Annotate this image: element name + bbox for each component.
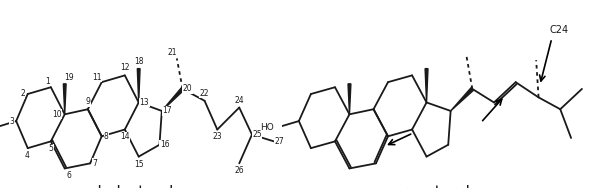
Text: 10: 10 xyxy=(52,110,61,119)
Text: ergosterol: ergosterol xyxy=(392,185,470,188)
Text: 8: 8 xyxy=(104,132,109,141)
Text: 14: 14 xyxy=(120,133,130,142)
Text: 5: 5 xyxy=(49,144,53,153)
Text: 4: 4 xyxy=(24,151,29,160)
Text: 12: 12 xyxy=(120,63,130,72)
Polygon shape xyxy=(162,87,184,111)
Text: 16: 16 xyxy=(160,140,169,149)
Text: 11: 11 xyxy=(92,73,102,82)
Text: 17: 17 xyxy=(162,106,172,115)
Text: 27: 27 xyxy=(274,137,284,146)
Text: 23: 23 xyxy=(212,133,222,142)
Text: 13: 13 xyxy=(140,98,149,107)
Polygon shape xyxy=(137,69,140,102)
Text: C24: C24 xyxy=(550,25,569,35)
Text: 20: 20 xyxy=(183,84,193,93)
Text: 7: 7 xyxy=(92,159,97,168)
Polygon shape xyxy=(348,84,351,114)
Text: 9: 9 xyxy=(85,97,90,106)
Text: 3: 3 xyxy=(10,117,14,126)
Text: 24: 24 xyxy=(235,96,244,105)
Text: cholesterol: cholesterol xyxy=(89,185,174,188)
Text: 26: 26 xyxy=(235,166,244,175)
Text: 6: 6 xyxy=(67,171,71,180)
Polygon shape xyxy=(425,69,428,102)
Text: HO: HO xyxy=(260,123,274,132)
Text: 21: 21 xyxy=(167,48,177,57)
Polygon shape xyxy=(451,87,473,111)
Text: 15: 15 xyxy=(134,160,143,169)
Text: 22: 22 xyxy=(200,89,209,98)
Text: 18: 18 xyxy=(134,57,143,66)
Text: 25: 25 xyxy=(252,130,262,139)
Text: 1: 1 xyxy=(45,77,50,86)
Polygon shape xyxy=(64,84,66,114)
Text: 2: 2 xyxy=(20,89,25,99)
Text: 19: 19 xyxy=(64,73,74,82)
